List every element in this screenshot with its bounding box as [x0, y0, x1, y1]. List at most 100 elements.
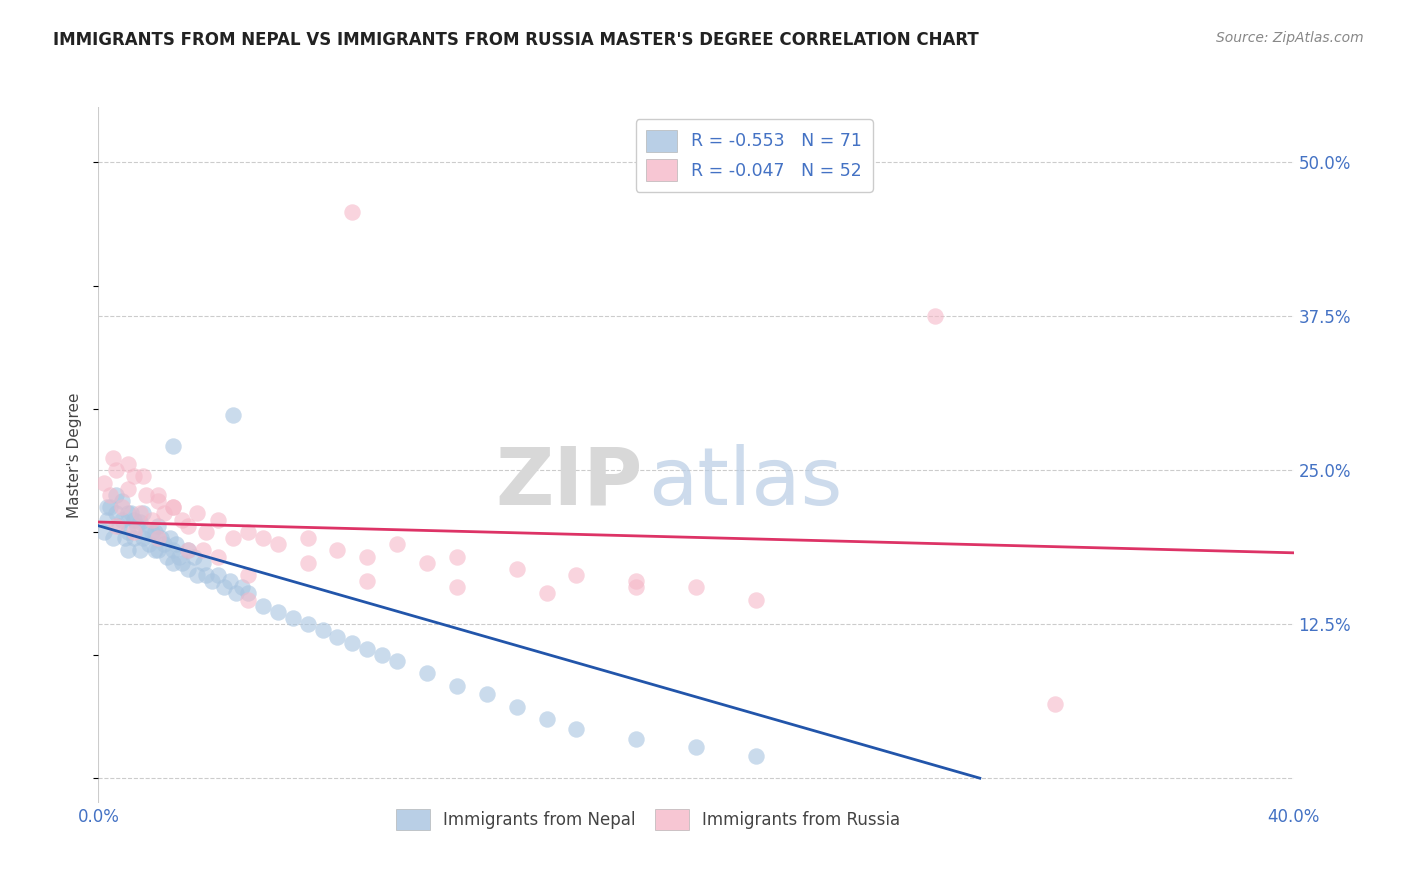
- Point: [98, 500, 122, 515]
- Point: [326, 543, 349, 558]
- Point: [416, 666, 439, 681]
- Point: [475, 688, 498, 702]
- Legend: Immigrants from Nepal, Immigrants from Russia: Immigrants from Nepal, Immigrants from R…: [389, 803, 907, 836]
- Point: [177, 543, 200, 558]
- Point: [96, 512, 118, 526]
- Point: [281, 611, 304, 625]
- Point: [297, 531, 319, 545]
- Point: [135, 488, 157, 502]
- Point: [159, 531, 181, 545]
- Point: [745, 749, 768, 764]
- Point: [156, 549, 179, 564]
- Point: [148, 531, 170, 545]
- Point: [446, 580, 468, 594]
- Point: [105, 488, 128, 502]
- Point: [177, 543, 200, 558]
- Point: [177, 518, 200, 533]
- Point: [120, 507, 142, 521]
- Text: Source: ZipAtlas.com: Source: ZipAtlas.com: [1216, 31, 1364, 45]
- Point: [105, 518, 128, 533]
- Point: [924, 310, 946, 324]
- Point: [132, 531, 155, 545]
- Point: [219, 574, 242, 589]
- Point: [148, 488, 170, 502]
- Point: [96, 500, 118, 515]
- Point: [129, 515, 152, 529]
- Point: [506, 562, 529, 576]
- Point: [252, 599, 274, 613]
- Point: [124, 524, 146, 539]
- Point: [141, 512, 163, 526]
- Point: [297, 617, 319, 632]
- Point: [148, 518, 170, 533]
- Point: [745, 592, 768, 607]
- Point: [195, 568, 218, 582]
- Point: [111, 494, 134, 508]
- Point: [222, 408, 245, 422]
- Point: [165, 537, 187, 551]
- Point: [177, 562, 200, 576]
- Point: [297, 556, 319, 570]
- Point: [162, 439, 184, 453]
- Point: [685, 740, 707, 755]
- Point: [111, 500, 134, 515]
- Text: atlas: atlas: [648, 443, 842, 522]
- Point: [236, 524, 259, 539]
- Point: [103, 450, 125, 465]
- Point: [236, 568, 259, 582]
- Point: [536, 586, 558, 600]
- Point: [195, 524, 218, 539]
- Point: [565, 568, 588, 582]
- Point: [416, 556, 439, 570]
- Point: [135, 524, 157, 539]
- Y-axis label: Master's Degree: Master's Degree: [67, 392, 83, 517]
- Point: [685, 580, 707, 594]
- Point: [105, 507, 128, 521]
- Point: [148, 494, 170, 508]
- Point: [186, 507, 208, 521]
- Point: [117, 524, 139, 539]
- Point: [236, 586, 259, 600]
- Point: [114, 531, 136, 545]
- Point: [371, 648, 394, 662]
- Point: [356, 549, 378, 564]
- Point: [342, 636, 364, 650]
- Point: [356, 574, 378, 589]
- Point: [172, 556, 194, 570]
- Text: IMMIGRANTS FROM NEPAL VS IMMIGRANTS FROM RUSSIA MASTER'S DEGREE CORRELATION CHAR: IMMIGRANTS FROM NEPAL VS IMMIGRANTS FROM…: [53, 31, 979, 49]
- Point: [385, 537, 409, 551]
- Point: [98, 488, 122, 502]
- Point: [138, 537, 160, 551]
- Point: [141, 524, 163, 539]
- Point: [103, 531, 125, 545]
- Point: [225, 586, 247, 600]
- Point: [153, 507, 176, 521]
- Point: [446, 679, 468, 693]
- Point: [167, 549, 190, 564]
- Point: [117, 457, 139, 471]
- Point: [108, 518, 131, 533]
- Point: [231, 580, 253, 594]
- Point: [222, 531, 245, 545]
- Point: [132, 469, 155, 483]
- Point: [143, 524, 166, 539]
- Point: [191, 543, 214, 558]
- Point: [129, 543, 152, 558]
- Point: [267, 605, 290, 619]
- Point: [124, 512, 146, 526]
- Point: [117, 482, 139, 496]
- Point: [626, 580, 648, 594]
- Point: [207, 549, 229, 564]
- Point: [172, 512, 194, 526]
- Point: [446, 549, 468, 564]
- Point: [252, 531, 274, 545]
- Point: [162, 543, 184, 558]
- Point: [162, 556, 184, 570]
- Point: [124, 531, 146, 545]
- Point: [236, 592, 259, 607]
- Point: [117, 543, 139, 558]
- Point: [153, 537, 176, 551]
- Point: [311, 624, 333, 638]
- Point: [143, 543, 166, 558]
- Point: [127, 518, 149, 533]
